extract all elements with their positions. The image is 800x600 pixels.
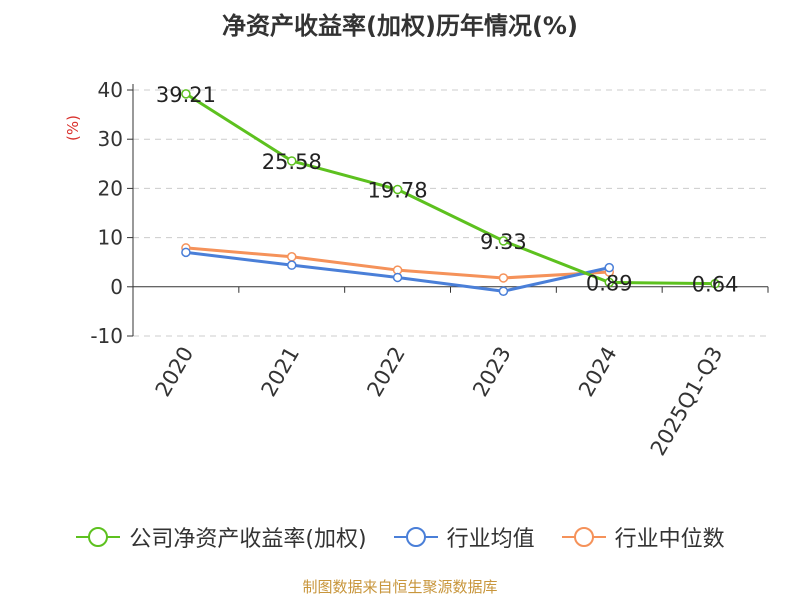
legend-item: 行业均值 <box>393 521 535 553</box>
legend-swatch-icon <box>561 527 606 547</box>
data-point <box>287 156 297 166</box>
y-tick-label: 40 <box>98 78 123 102</box>
y-tick-label: -10 <box>90 324 123 348</box>
x-tick-label: 2025Q1-Q3 <box>646 343 728 460</box>
data-point <box>498 286 509 296</box>
series-line <box>184 92 717 286</box>
legend-item: 公司净资产收益率(加权) <box>75 521 367 553</box>
legend-label: 公司净资产收益率(加权) <box>129 527 367 552</box>
chart-title: 净资产收益率(加权)历年情况(%) <box>222 12 578 40</box>
data-point <box>392 272 403 283</box>
legend-label: 行业均值 <box>446 527 535 552</box>
data-point <box>287 252 297 262</box>
legend-swatch-icon <box>76 527 121 547</box>
data-point <box>287 260 297 270</box>
source-note: 制图数据来自恒生聚源数据库 <box>302 578 498 596</box>
legend-label: 行业中位数 <box>614 527 725 552</box>
data-label: 39.21 <box>156 83 216 107</box>
axes: 40 30 20 10 0 -10 2020 2021 2022 2023 2024 2025Q1-Q… <box>64 78 769 460</box>
y-axis-label: (%) <box>64 115 82 141</box>
data-point <box>498 273 509 283</box>
data-point <box>181 89 191 99</box>
grid-lines <box>133 89 768 337</box>
x-tick-label: 2024 <box>574 343 622 401</box>
y-tick-label: 0 <box>110 275 123 299</box>
x-tick-label: 2022 <box>362 343 410 401</box>
data-point <box>604 262 614 273</box>
x-tick-label: 2021 <box>257 343 305 401</box>
series-lines <box>181 89 720 296</box>
legend-item: 行业中位数 <box>561 521 725 553</box>
legend-swatch-icon <box>393 527 438 547</box>
data-point <box>604 277 614 288</box>
data-point <box>392 184 403 195</box>
data-label: 25.58 <box>262 150 322 174</box>
y-tick-label: 10 <box>98 226 123 250</box>
data-point <box>181 247 191 258</box>
data-point <box>498 236 509 246</box>
data-label: 0.64 <box>692 273 739 297</box>
data-label: 19.78 <box>368 178 428 202</box>
data-label: 0.89 <box>586 271 633 295</box>
data-point <box>710 278 720 289</box>
x-tick-label: 2023 <box>468 342 516 400</box>
legend: 公司净资产收益率(加权) 行业均值 行业中位数 <box>0 520 800 554</box>
x-tick-label: 2020 <box>151 343 199 401</box>
y-tick-label: 20 <box>98 176 123 200</box>
data-labels: 39.21 25.58 19.78 9.33 0.89 0.64 <box>156 83 739 297</box>
data-label: 9.33 <box>480 230 527 254</box>
y-tick-label: 30 <box>98 127 123 151</box>
